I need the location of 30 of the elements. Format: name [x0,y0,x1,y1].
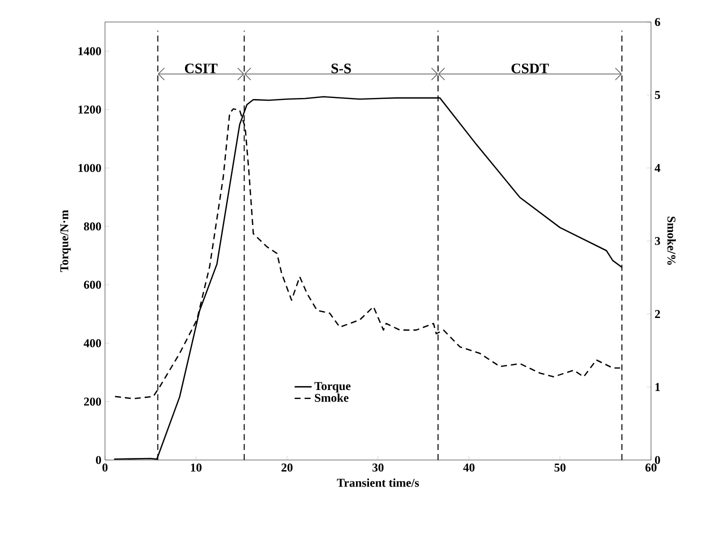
x-tick-label: 30 [372,464,384,472]
y2-tick-label: 2 [655,310,660,318]
annotation: CSDT [512,64,549,74]
y2-tick-label: 1 [655,383,660,391]
x-tick-label: 60 [645,464,657,472]
y2-axis-title: Smoke/% [667,216,676,265]
y-tick-label: 200 [84,398,102,406]
annotation: CSIT [184,64,218,74]
y2-tick-label: 6 [654,18,660,26]
legend-label: Torque [314,382,351,393]
y-tick-label: 1200 [78,106,102,114]
x-tick-label: 10 [190,464,202,472]
y-tick-label: 1400 [78,47,102,56]
x-tick-label: 40 [463,464,475,472]
x-tick-label: 0 [102,464,108,472]
x-axis-title: Transient time/s [336,478,419,487]
y-tick-label: 800 [84,222,102,230]
legend-label: Smoke [314,393,349,402]
y-tick-label: 400 [84,339,102,348]
y2-tick-label: 4 [654,164,660,172]
y2-tick-label: 5 [655,91,660,99]
y-tick-label: 600 [84,280,102,289]
x-tick-label: 50 [554,464,566,472]
y2-tick-label: 0 [654,456,660,464]
y-axis-title: Torque/N·m [60,210,71,272]
y2-tick-label: 3 [654,236,660,246]
x-tick-label: 20 [282,464,293,472]
annotation: S-S [332,64,351,74]
y-tick-label: 0 [96,456,102,464]
y-tick-label: 1000 [78,164,102,172]
